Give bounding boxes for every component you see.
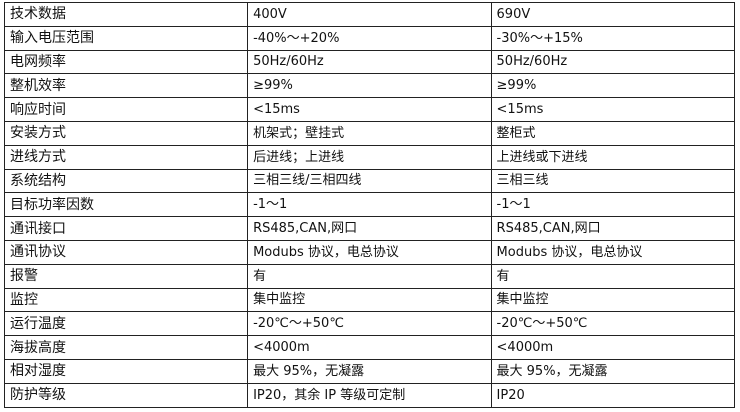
spec-690v-cell: <15ms [490,97,736,122]
spec-690v-cell: -1～1 [490,192,736,218]
table-row: 防护等级 IP20，其余 IP 等级可定制 IP20 [3,382,736,408]
spec-label-cell: 相对湿度 [3,358,249,384]
spec-690v-cell: -30%～+15% [490,25,736,51]
spec-400v-cell: -1～1 [247,192,492,218]
spec-400v-cell: 集中监控 [247,287,492,313]
spec-400v-cell: ≥99% [247,73,492,99]
spec-label-cell: 进线方式 [3,144,249,170]
spec-label-cell: 海拔高度 [3,335,249,360]
spec-690v-cell: -20℃～+50℃ [490,311,736,337]
table-row: 报警有有 [3,263,736,289]
header-cell: 400V [247,2,492,27]
table-row: 运行温度 -20℃～+50℃ -20℃～+50℃ [3,311,736,337]
spec-690v-cell: 整柜式 [490,120,736,146]
spec-400v-cell: <15ms [247,97,492,122]
spec-label-cell: 报警 [3,263,249,289]
spec-400v-cell: RS485,CAN,网口 [247,216,492,241]
spec-690v-cell: 集中监控 [490,287,736,313]
spec-400v-cell: Modubs 协议，电总协议 [247,239,492,265]
spec-690v-cell: <4000m [490,335,736,360]
spec-label-cell: 电网频率 [3,49,249,75]
spec-table-body: 技术数据 400V 690V 输入电压范围 -40%～+20% -30%～+15% 电网频率… [3,2,736,408]
spec-label-cell: 防护等级 [3,382,249,408]
spec-label-cell: 安装方式 [3,120,249,146]
spec-690v-cell: 最大 95%，无凝露 [490,358,736,384]
spec-400v-cell: <4000m [247,335,492,360]
spec-400v-cell: 50Hz/60Hz [247,49,492,75]
spec-label-cell: 输入电压范围 [3,25,249,51]
spec-690v-cell: 上进线或下进线 [490,144,736,170]
spec-table: 技术数据 400V 690V 输入电压范围 -40%～+20% -30%～+15% 电网频率… [3,2,736,408]
header-cell: 690V [490,2,736,27]
table-row: 相对湿度 最大 95%，无凝露 最大 95%，无凝露 [3,358,736,384]
spec-690v-cell: IP20 [490,382,736,408]
spec-690v-cell: 50Hz/60Hz [490,49,736,75]
spec-label-cell: 整机效率 [3,73,249,99]
spec-400v-cell: 机架式；壁挂式 [247,120,492,146]
table-row: 技术数据 400V 690V [3,2,736,27]
spec-label-cell: 通讯接口 [3,216,249,241]
table-row: 输入电压范围 -40%～+20% -30%～+15% [3,25,736,51]
spec-690v-cell: 三相三线 [490,168,736,194]
table-row: 整机效率 ≥99% ≥99% [3,73,736,99]
table-row: 进线方式 后进线；上进线 上进线或下进线 [3,144,736,170]
table-row: 目标功率因数 -1～1 -1～1 [3,192,736,218]
spec-690v-cell: 有 [490,263,736,289]
spec-690v-cell: ≥99% [490,73,736,99]
table-row: 海拔高度 <4000m <4000m [3,335,736,360]
table-row: 电网频率 50Hz/60Hz 50Hz/60Hz [3,49,736,75]
spec-400v-cell: -20℃～+50℃ [247,311,492,337]
spec-label-cell: 目标功率因数 [3,192,249,218]
table-row: 通讯接口 RS485,CAN,网口 RS485,CAN,网口 [3,216,736,241]
spec-label-cell: 通讯协议 [3,239,249,265]
spec-400v-cell: 三相三线/三相四线 [247,168,492,194]
table-row: 监控 集中监控 集中监控 [3,287,736,313]
header-cell: 技术数据 [3,2,249,27]
spec-690v-cell: RS485,CAN,网口 [490,216,736,241]
spec-label-cell: 响应时间 [3,97,249,122]
spec-400v-cell: IP20，其余 IP 等级可定制 [247,382,492,408]
spec-400v-cell: 有 [247,263,492,289]
spec-400v-cell: -40%～+20% [247,25,492,51]
table-row: 安装方式 机架式；壁挂式 整柜式 [3,120,736,146]
spec-label-cell: 监控 [3,287,249,313]
table-row: 响应时间 <15ms <15ms [3,97,736,122]
table-row: 通讯协议 Modubs 协议，电总协议 Modubs 协议，电总协议 [3,239,736,265]
table-row: 系统结构 三相三线/三相四线 三相三线 [3,168,736,194]
spec-400v-cell: 后进线；上进线 [247,144,492,170]
spec-690v-cell: Modubs 协议，电总协议 [490,239,736,265]
spec-400v-cell: 最大 95%，无凝露 [247,358,492,384]
spec-label-cell: 系统结构 [3,168,249,194]
spec-label-cell: 运行温度 [3,311,249,337]
